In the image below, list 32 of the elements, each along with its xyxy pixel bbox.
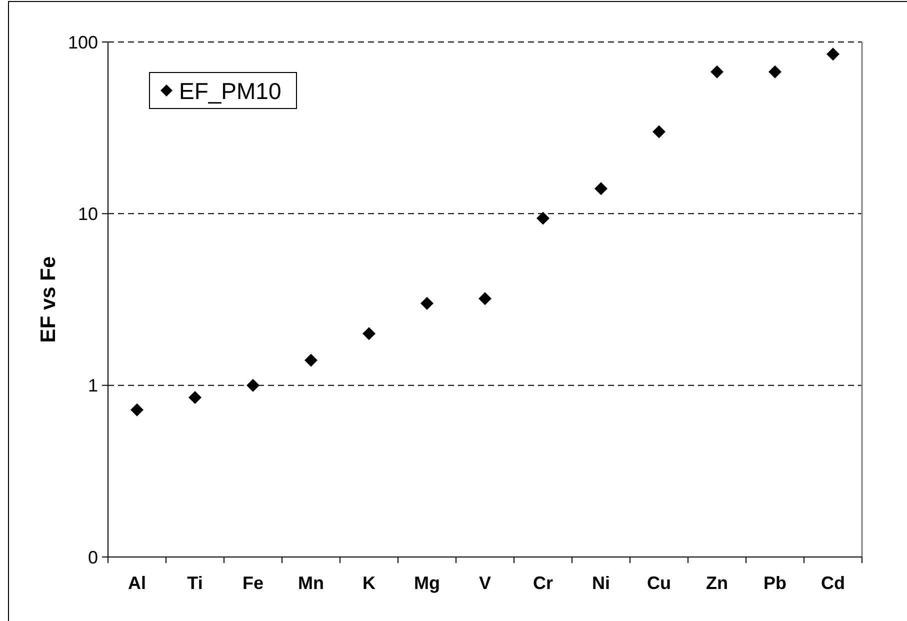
point bbox=[478, 292, 492, 306]
legend-label: EF_PM10 bbox=[179, 76, 282, 104]
x-tick-label: Zn bbox=[706, 573, 728, 593]
y-tick-label: 0 bbox=[88, 547, 98, 568]
point bbox=[362, 327, 376, 340]
x-tick-label: V bbox=[478, 573, 492, 593]
x-tick-label: Mg bbox=[414, 573, 440, 593]
point bbox=[710, 65, 724, 78]
x-tick-label: Pb bbox=[763, 573, 787, 593]
x-tick-label: Ti bbox=[187, 573, 203, 593]
y-tick-label: 100 bbox=[68, 32, 98, 52]
point bbox=[304, 354, 318, 367]
x-tick-label: Al bbox=[128, 573, 146, 593]
point bbox=[826, 48, 840, 61]
x-tick-label: Cu bbox=[647, 573, 671, 593]
point bbox=[420, 296, 434, 310]
y-axis-title: EF vs Fe bbox=[36, 256, 60, 343]
point bbox=[652, 125, 666, 138]
y-tick-label: 10 bbox=[78, 204, 98, 224]
point bbox=[188, 390, 202, 404]
point bbox=[246, 378, 260, 392]
x-tick-label: K bbox=[362, 573, 376, 593]
x-tick-label: Ni bbox=[592, 573, 610, 593]
x-tick-label: Fe bbox=[242, 573, 264, 593]
y-tick-label: 1 bbox=[88, 376, 98, 396]
point bbox=[768, 65, 782, 78]
x-tick-label: Cr bbox=[532, 573, 554, 593]
point bbox=[536, 212, 550, 225]
x-tick-label: Mn bbox=[298, 573, 324, 593]
point bbox=[130, 403, 144, 416]
x-tick-label: Cd bbox=[821, 573, 845, 593]
point bbox=[594, 182, 608, 196]
